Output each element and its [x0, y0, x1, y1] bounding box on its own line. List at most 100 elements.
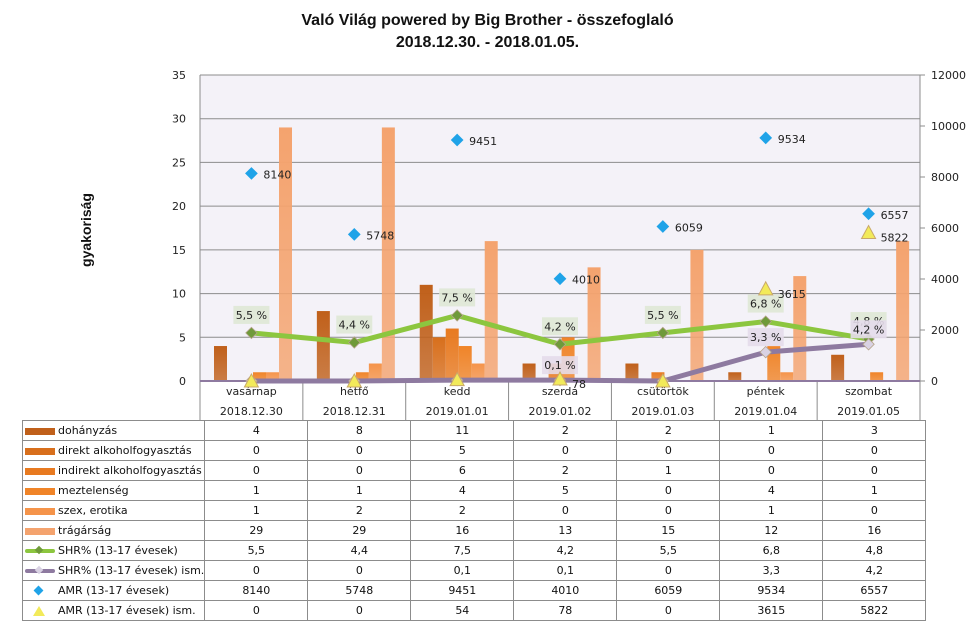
legend-label: trágárság [58, 524, 112, 537]
table-cell: 0 [616, 600, 721, 621]
data-label: 5,5 % [647, 309, 678, 322]
table-cell: 5822 [822, 600, 927, 621]
table-cell: 16 [822, 520, 927, 541]
legend-key-icon [25, 467, 55, 475]
table-cell: 16 [410, 520, 515, 541]
table-cell: 4010 [513, 580, 618, 601]
table-cell: 4,2 [822, 560, 927, 581]
table-cell: 15 [616, 520, 721, 541]
amr-marker [347, 228, 361, 241]
data-label: 78 [572, 378, 586, 391]
bar-3 [870, 372, 884, 381]
table-cell: 11 [410, 420, 515, 441]
legend-label: szex, erotika [58, 504, 128, 517]
bar-5 [381, 127, 395, 381]
legend-entry: indirekt alkoholfogyasztás [21, 460, 206, 481]
y2-tick-label: 6000 [931, 222, 959, 235]
table-cell: 0 [204, 600, 309, 621]
y-tick-label: 20 [172, 200, 186, 213]
table-cell: 1 [719, 500, 824, 521]
table-cell: 7,5 [410, 540, 515, 561]
legend-key-icon [25, 507, 55, 515]
data-label: 8140 [263, 168, 291, 181]
bar-1 [432, 337, 446, 381]
x-tick-label-day: péntek [747, 385, 786, 398]
table-cell: 3 [822, 420, 927, 441]
table-cell: 0 [307, 600, 412, 621]
table-cell: 4 [204, 420, 309, 441]
chart-subtitle: 2018.12.30. - 2018.01.05. [395, 34, 580, 51]
data-label: 9534 [778, 133, 806, 146]
data-label: 3615 [778, 288, 806, 301]
table-cell: 0 [513, 500, 618, 521]
legend-entry: dohányzás [21, 420, 206, 441]
data-label: 6557 [881, 209, 909, 222]
legend-entry: meztelenség [21, 480, 206, 501]
legend-entry: SHR% (13-17 évesek) [21, 540, 206, 561]
line-marker [759, 345, 772, 359]
bar-0 [522, 363, 536, 381]
table-cell: 12 [719, 520, 824, 541]
bar-0 [316, 311, 330, 381]
amr-ism-marker [346, 372, 363, 388]
table-cell: 9451 [410, 580, 515, 601]
x-tick-label-date: 2019.01.02 [529, 405, 592, 418]
table-cell: 0 [616, 440, 721, 461]
amr-ism-marker [552, 370, 568, 386]
table-cell: 4,2 [513, 540, 618, 561]
table-cell: 2 [616, 420, 721, 441]
legend-key-icon [25, 487, 55, 495]
legend-entry: AMR (13-17 évesek) ism. [21, 600, 206, 621]
bar-3 [458, 346, 472, 381]
data-label: 6,8 % [750, 298, 781, 311]
table-cell: 29 [307, 520, 412, 541]
bar-5 [279, 127, 292, 381]
data-label-box [850, 320, 887, 339]
table-cell: 0 [822, 440, 927, 461]
table-row: indirekt alkoholfogyasztás 0 0 6 2 1 0 0 [21, 460, 927, 481]
line-marker [862, 338, 875, 351]
chart-title: Való Világ powered by Big Brother - össz… [301, 12, 674, 29]
bar-3 [355, 372, 369, 381]
data-label-box [542, 317, 578, 336]
line-marker [245, 326, 258, 340]
table-cell: 2 [410, 500, 515, 521]
table-cell: 6557 [822, 580, 927, 601]
x-tick-label-date: 2018.12.31 [323, 405, 386, 418]
bar-3 [253, 372, 266, 381]
legend-label: indirekt alkoholfogyasztás [58, 464, 202, 477]
amr-ism-marker [243, 372, 260, 388]
legend-key-icon [25, 605, 55, 617]
amr-marker [245, 167, 258, 180]
bar-0 [214, 346, 227, 381]
line-marker [553, 338, 567, 351]
x-tick-label-day: hétfő [340, 385, 369, 398]
x-tick-label-date: 2019.01.03 [631, 405, 694, 418]
legend-key-icon [25, 585, 55, 597]
legend-key-icon [25, 545, 55, 557]
legend-entry: trágárság [21, 520, 206, 541]
legend-label: SHR% (13-17 évesek) ism. [58, 564, 205, 577]
table-row: AMR (13-17 évesek) 8140 5748 9451 4010 6059 95… [21, 580, 927, 601]
table-cell: 2 [513, 460, 618, 481]
table-row: dohányzás 4 8 11 2 2 1 3 [21, 420, 927, 441]
table-cell: 0 [719, 460, 824, 481]
data-label-box [747, 294, 784, 313]
data-label-box [644, 305, 681, 324]
table-row: direkt alkoholfogyasztás 0 0 5 0 0 0 0 [21, 440, 927, 461]
bar-4 [266, 372, 279, 381]
data-label-box [747, 328, 784, 347]
legend-entry: direkt alkoholfogyasztás [21, 440, 206, 461]
table-cell: 1 [307, 480, 412, 501]
table-cell: 9534 [719, 580, 824, 601]
data-label: 5822 [881, 232, 909, 245]
table-cell: 1 [616, 460, 721, 481]
y2-tick-label: 12000 [931, 69, 966, 82]
table-cell: 13 [513, 520, 618, 541]
amr-ism-marker [757, 280, 774, 296]
table-cell: 54 [410, 600, 515, 621]
y-tick-label: 15 [172, 244, 186, 257]
table-cell: 2 [307, 500, 412, 521]
x-tick-label-day: kedd [444, 385, 471, 398]
table-cell: 3615 [719, 600, 824, 621]
